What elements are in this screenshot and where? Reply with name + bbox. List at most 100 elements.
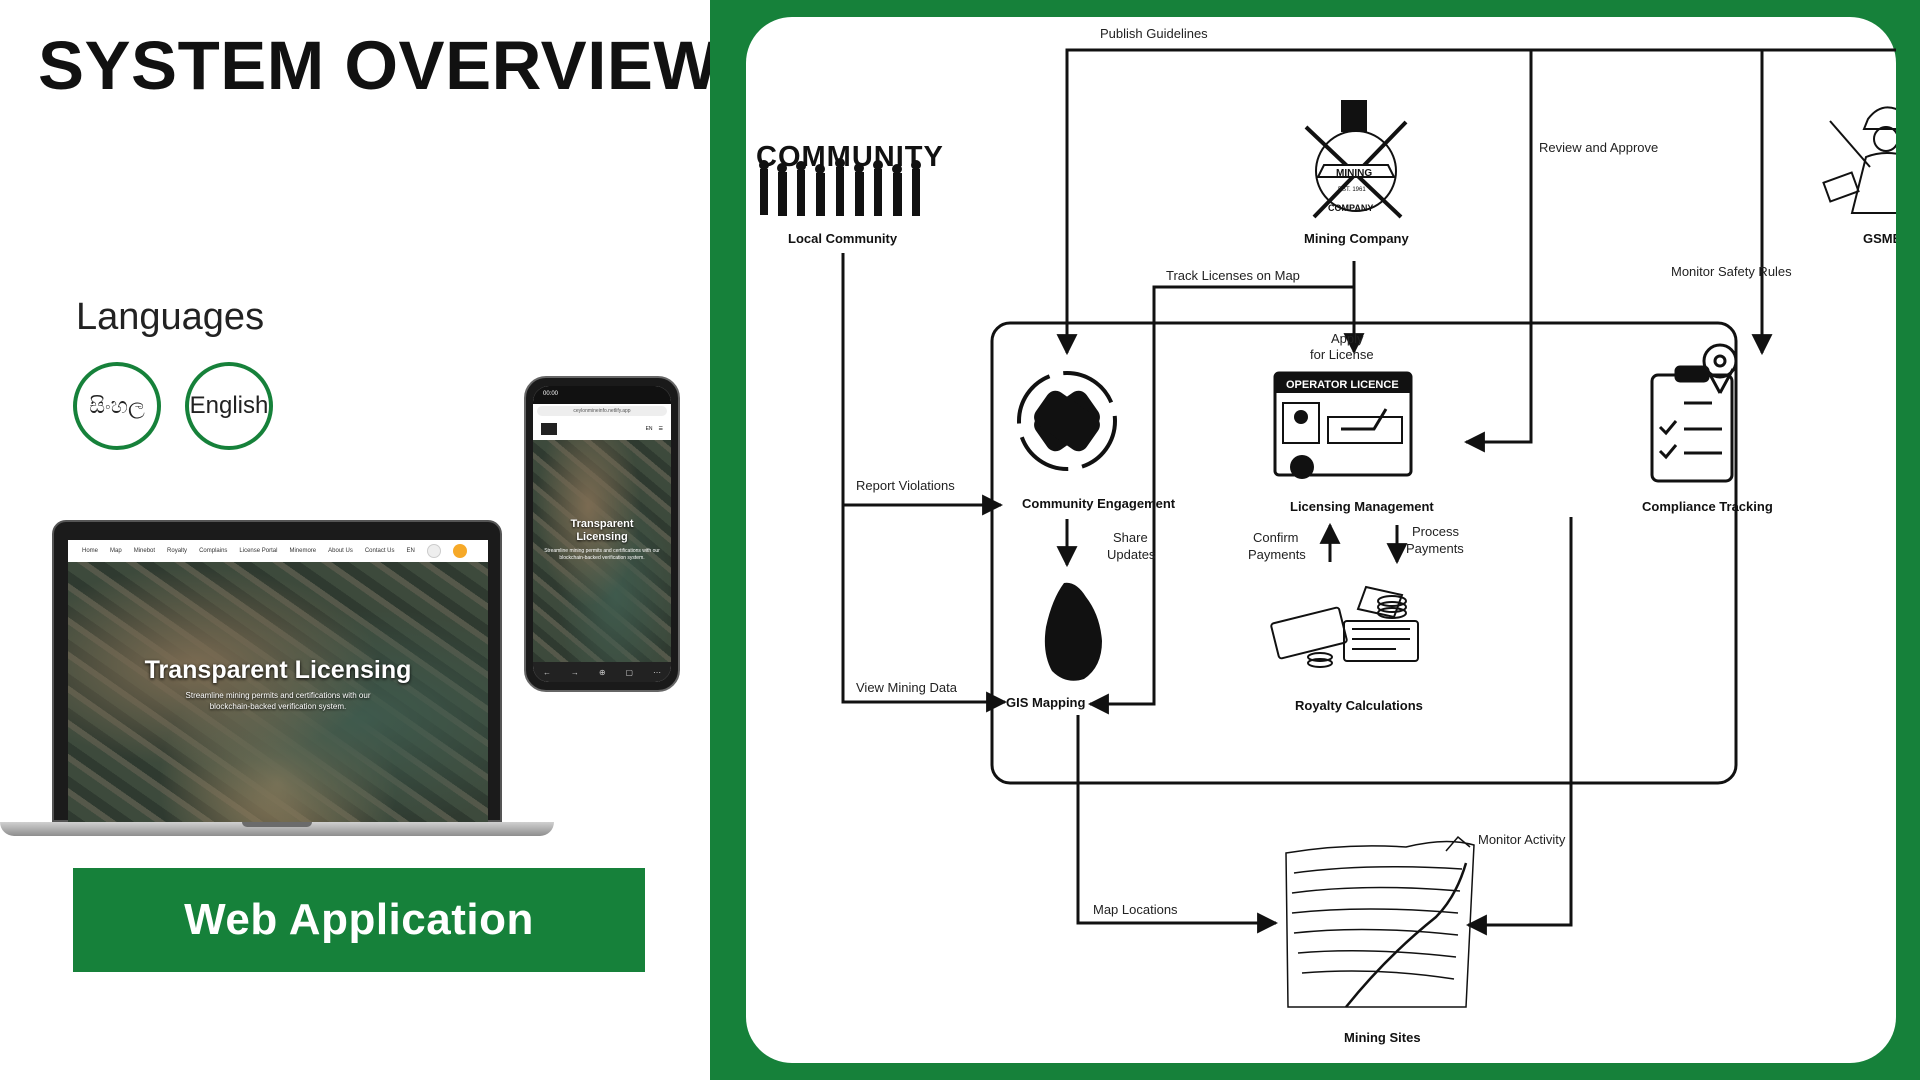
more-icon[interactable]: ⋯ (652, 667, 661, 677)
label-apply-license: Apply for License (1310, 331, 1374, 362)
label-share-updates-line: Share (1113, 530, 1148, 545)
label-view-mining-data: View Mining Data (856, 680, 958, 695)
system-boundary (990, 321, 1738, 785)
hero-subtitle-line: blockchain-backed verification system. (209, 702, 347, 711)
label-review-and-approve: Review and Approve (1539, 140, 1658, 155)
hero-subtitle: Streamline mining permits and certificat… (68, 690, 488, 712)
hero-image (533, 440, 671, 662)
officer-icon (1822, 106, 1896, 214)
hero-title-line: Transparent (570, 518, 634, 530)
nav-item-minebot[interactable]: Minebot (133, 548, 156, 554)
language-sinhala-button[interactable]: සිංහල (73, 362, 161, 450)
node-compliance-tracking: Compliance Tracking (1642, 499, 1773, 514)
edge-monitor-activity (1465, 517, 1573, 936)
nav-item-minemore[interactable]: Minemore (289, 548, 317, 554)
laptop-notch (242, 822, 312, 827)
label-process-payments: Process Payments (1406, 524, 1464, 556)
mining-logo-top: MINING (1336, 168, 1372, 179)
phone-navbar: EN ☰ (533, 419, 671, 439)
node-gis-mapping: GIS Mapping (1006, 695, 1086, 710)
community-icon: COMMUNITY (756, 141, 944, 216)
label-report-violations: Report Violations (856, 478, 955, 493)
language-badge[interactable]: EN (645, 426, 653, 432)
node-mining-sites: Mining Sites (1344, 1030, 1421, 1045)
user-icon[interactable] (452, 544, 467, 558)
label-monitor-activity: Monitor Activity (1478, 832, 1566, 847)
label-publish-guidelines: Publish Guidelines (1100, 26, 1208, 41)
connectors (841, 48, 1896, 936)
languages-heading: Languages (76, 296, 265, 338)
royalty-money-icon (1270, 585, 1419, 668)
edge-track-licenses (1087, 285, 1354, 715)
theme-toggle-icon[interactable] (426, 544, 441, 558)
menu-icon[interactable]: ☰ (658, 426, 663, 432)
node-community-engagement: Community Engagement (1022, 496, 1176, 511)
edge-publish-guidelines (1056, 48, 1896, 356)
label-share-updates-line: Updates (1107, 547, 1156, 562)
laptop-screen: Home Map Minebot Royalty Complains Licen… (68, 540, 488, 822)
hero-image (68, 562, 488, 822)
laptop-navbar: Home Map Minebot Royalty Complains Licen… (68, 540, 488, 562)
phone-screen: 00:00 ceylonmineinfo.netlify.app EN ☰ Tr… (533, 386, 671, 682)
phone-time: 00:00 (543, 391, 559, 397)
phone-mockup: 00:00 ceylonmineinfo.netlify.app EN ☰ Tr… (524, 376, 680, 692)
operator-licence-title: OPERATOR LICENCE (1286, 379, 1399, 391)
edge-view-mining-data (841, 505, 1008, 713)
mining-site-icon (1285, 835, 1475, 1008)
operator-licence-icon: OPERATOR LICENCE (1273, 371, 1413, 479)
laptop-mockup: Home Map Minebot Royalty Complains Licen… (0, 520, 554, 836)
phone-browser-bar: ← → ⊕ ▢ ⋯ (533, 662, 671, 682)
language-badge[interactable]: EN (406, 548, 415, 554)
add-tab-icon[interactable]: ⊕ (598, 667, 606, 677)
label-map-locations: Map Locations (1093, 902, 1178, 917)
logo-icon (541, 423, 557, 435)
nav-item-home[interactable]: Home (82, 548, 99, 554)
forward-icon[interactable]: → (570, 667, 579, 677)
checklist-icon (1650, 343, 1738, 483)
page-title: SYSTEM OVERVIEW (38, 27, 720, 104)
laptop-base (0, 822, 554, 836)
nav-item-about-us[interactable]: About Us (328, 548, 353, 554)
web-application-button[interactable]: Web Application (73, 868, 645, 972)
label-confirm-payments-line: Confirm (1253, 530, 1299, 545)
laptop-lid: Home Map Minebot Royalty Complains Licen… (52, 520, 502, 822)
label-track-licenses: Track Licenses on Map (1166, 268, 1300, 283)
label-confirm-payments-line: Payments (1248, 547, 1306, 562)
label-confirm-payments: Confirm Payments (1248, 530, 1306, 562)
label-share-updates: Share Updates (1107, 530, 1156, 562)
edge-report-violations (841, 253, 1004, 516)
label-monitor-safety-rules: Monitor Safety Rules (1671, 264, 1792, 279)
label-process-payments-line: Process (1412, 524, 1459, 539)
edge-review-and-approve (1463, 50, 1533, 453)
nav-item-license-portal[interactable]: License Portal (239, 548, 278, 554)
label-apply-license-line: Apply (1331, 331, 1364, 346)
hero-title-line: Licensing (576, 531, 628, 543)
community-logo-text: COMMUNITY (756, 141, 944, 173)
hero-title: Transparent Licensing (533, 518, 671, 544)
tabs-icon[interactable]: ▢ (625, 667, 634, 677)
left-panel: SYSTEM OVERVIEW Languages සිංහල English … (0, 0, 719, 1080)
system-diagram: Publish Guidelines Review and Approve Mo… (756, 26, 1896, 1045)
nav-item-contact-us[interactable]: Contact Us (364, 548, 395, 554)
node-local-community: Local Community (788, 231, 898, 246)
nav-item-complains[interactable]: Complains (199, 548, 228, 554)
label-apply-license-line: for License (1310, 347, 1374, 362)
phone-url-bar[interactable]: ceylonmineinfo.netlify.app (537, 406, 667, 416)
mining-logo-bottom: COMPANY (1328, 203, 1373, 213)
hero-title: Transparent Licensing (144, 656, 412, 684)
phone-status-bar: 00:00 (533, 386, 671, 404)
hero-subtitle-line: Streamline mining permits and certificat… (185, 691, 371, 700)
node-licensing-management: Licensing Management (1290, 499, 1434, 514)
back-icon[interactable]: ← (542, 667, 551, 677)
label-process-payments-line: Payments (1406, 541, 1464, 556)
nav-item-map[interactable]: Map (110, 548, 122, 554)
nav-item-royalty[interactable]: Royalty (167, 548, 188, 554)
edge-map-locations (1076, 715, 1279, 934)
diagram-canvas: Publish Guidelines Review and Approve Mo… (746, 17, 1896, 1063)
mining-company-icon: MINING EST. 1961 COMPANY (1304, 100, 1408, 219)
hero-subtitle: Streamline mining permits and certificat… (544, 548, 660, 561)
node-gsmb-officer: GSMB Officer (1863, 231, 1896, 246)
mining-logo-est: EST. 1961 (1338, 187, 1366, 193)
handshake-icon (1017, 371, 1117, 471)
language-english-button[interactable]: English (185, 362, 273, 450)
